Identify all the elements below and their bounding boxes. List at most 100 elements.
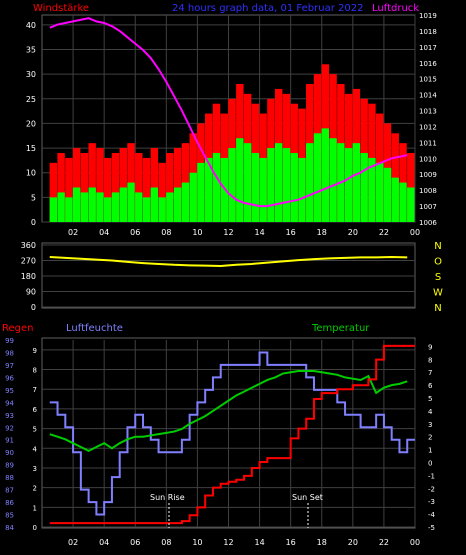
wind-avg-bar-17 [181, 182, 190, 222]
sunrise-label: Sun Rise [150, 493, 185, 502]
wind-tick-8: 40 [26, 21, 36, 30]
rain-tick-3: 3 [33, 465, 37, 473]
humidity-temp-rain-grid [42, 340, 416, 528]
humidity-line [49, 351, 415, 516]
humidity-xtick-4: 10 [192, 538, 202, 547]
wind-tick-7: 35 [26, 46, 36, 55]
wind-direction-line [49, 256, 408, 268]
pressure-tick-8: 1014 [419, 92, 437, 100]
wind-xtick-8: 18 [317, 228, 327, 237]
pressure-series [49, 17, 408, 208]
wind-avg-bar-7 [104, 197, 112, 222]
wind-avg-bar-21 [212, 153, 221, 222]
wind-gust-bar-9 [119, 148, 127, 222]
wind-avg-bar-20 [205, 157, 213, 222]
wind-avg-bar-39 [352, 143, 361, 222]
humidity-xtick-5: 12 [223, 538, 233, 547]
wind-gust-bar-2 [65, 157, 73, 222]
rain-tick-4: 4 [33, 445, 38, 453]
temp-tick-11: 6 [428, 382, 433, 390]
wind-xtick-4: 10 [192, 228, 202, 237]
pressure-tick-6: 1012 [419, 123, 437, 131]
humidity-xtick-7: 16 [286, 538, 296, 547]
humidity-xtick-9: 20 [348, 538, 358, 547]
temperature-axis-title: Temperatur [311, 323, 370, 334]
humidity-tick-15: 99 [5, 337, 14, 345]
rain-tick-9: 9 [33, 347, 37, 355]
wind-gust-bar-11 [135, 153, 143, 222]
wind-avg-bar-24 [236, 138, 244, 222]
pressure-tick-5: 1011 [419, 139, 437, 147]
wind-tick-6: 30 [26, 70, 36, 79]
rain-tick-2: 2 [33, 485, 37, 493]
wind-avg-bar-9 [119, 187, 127, 222]
wind-gust-bar-4 [80, 153, 89, 222]
temp-tick-1: -4 [428, 511, 436, 519]
wind-avg-bar-27 [259, 157, 267, 222]
rain-tick-0: 0 [33, 524, 37, 532]
wind-avg-bar-2 [65, 197, 73, 222]
wind-gust-bar-7 [104, 157, 112, 222]
wind-avg-bar-11 [135, 192, 143, 222]
compass-tick-1: O [434, 257, 442, 268]
wind-avg-bar-1 [57, 192, 65, 222]
pressure-tick-12: 1018 [419, 28, 437, 36]
temp-tick-3: -2 [428, 485, 435, 493]
rain-line [49, 344, 415, 525]
wind-direction-series [49, 256, 408, 268]
wind-axis-title: Windstärke [33, 3, 89, 14]
wind-xtick-0: 02 [68, 228, 78, 237]
wind-gust-bar-5 [88, 143, 96, 222]
humidity-tick-0: 84 [5, 524, 14, 532]
dir-tick-0: 0 [31, 303, 36, 312]
wind-xtick-3: 08 [161, 228, 171, 237]
humidity-xtick-3: 08 [161, 538, 171, 547]
humidity-tick-11: 95 [5, 387, 14, 395]
wind-avg-bar-30 [282, 148, 291, 222]
humidity-tick-5: 89 [5, 462, 14, 470]
wind-avg-bar-15 [166, 192, 174, 222]
wind-gust-bar-12 [142, 157, 151, 222]
dir-tick-2: 180 [21, 272, 36, 281]
wind-xtick-7: 16 [286, 228, 296, 237]
temp-tick-6: 1 [428, 447, 432, 455]
wind-avg-bar-22 [220, 157, 228, 222]
humidity-tick-4: 88 [5, 474, 14, 482]
pressure-line [49, 17, 408, 208]
wind-avg-bar-42 [375, 162, 384, 222]
wind-xtick-11: 00 [410, 228, 420, 237]
wind-gust-bar-6 [96, 148, 104, 222]
humidity-y-ticks: 84 85 86 87 88 89 90 91 92 93 94 95 96 97 98 99 [5, 337, 14, 532]
temp-tick-0: -5 [428, 524, 435, 532]
pressure-tick-13: 1019 [419, 12, 437, 20]
graph-title: 24 hours graph data, 01 Februar 2022 [172, 3, 363, 14]
compass-tick-3: W [433, 288, 443, 299]
humidity-tick-12: 96 [5, 374, 14, 382]
wind-avg-bar-14 [158, 197, 166, 222]
humidity-xtick-0: 02 [68, 538, 78, 547]
temp-tick-12: 7 [428, 369, 432, 377]
rain-tick-5: 5 [33, 426, 37, 434]
humidity-tick-1: 85 [5, 512, 14, 520]
wind-avg-bar-29 [274, 143, 283, 222]
wind-xtick-1: 04 [99, 228, 109, 237]
wind-gust-bar-16 [173, 148, 182, 222]
wind-avg-bar-46 [407, 187, 415, 222]
rain-tick-8: 8 [33, 367, 37, 375]
humidity-xtick-8: 18 [317, 538, 327, 547]
wind-avg-bar-40 [360, 153, 368, 222]
humidity-xtick-1: 04 [99, 538, 109, 547]
wind-avg-bar-26 [251, 153, 260, 222]
wind-avg-bar-32 [298, 157, 306, 222]
wind-avg-bar-38 [344, 148, 353, 222]
humidity-xtick-6: 14 [254, 538, 264, 547]
wind-xtick-9: 20 [348, 228, 358, 237]
wind-avg-bar-41 [368, 157, 376, 222]
temperature-y-ticks: -5 -4 -3 -2 -1 0 1 2 3 4 5 6 7 8 9 [428, 343, 436, 532]
wind-gust-bar-14 [158, 162, 166, 222]
temperature-line [49, 369, 408, 453]
pressure-tick-1: 1007 [419, 203, 437, 211]
wind-y-ticks: 0 5 10 15 20 25 30 35 40 [26, 21, 36, 227]
pressure-tick-0: 1006 [419, 219, 437, 227]
